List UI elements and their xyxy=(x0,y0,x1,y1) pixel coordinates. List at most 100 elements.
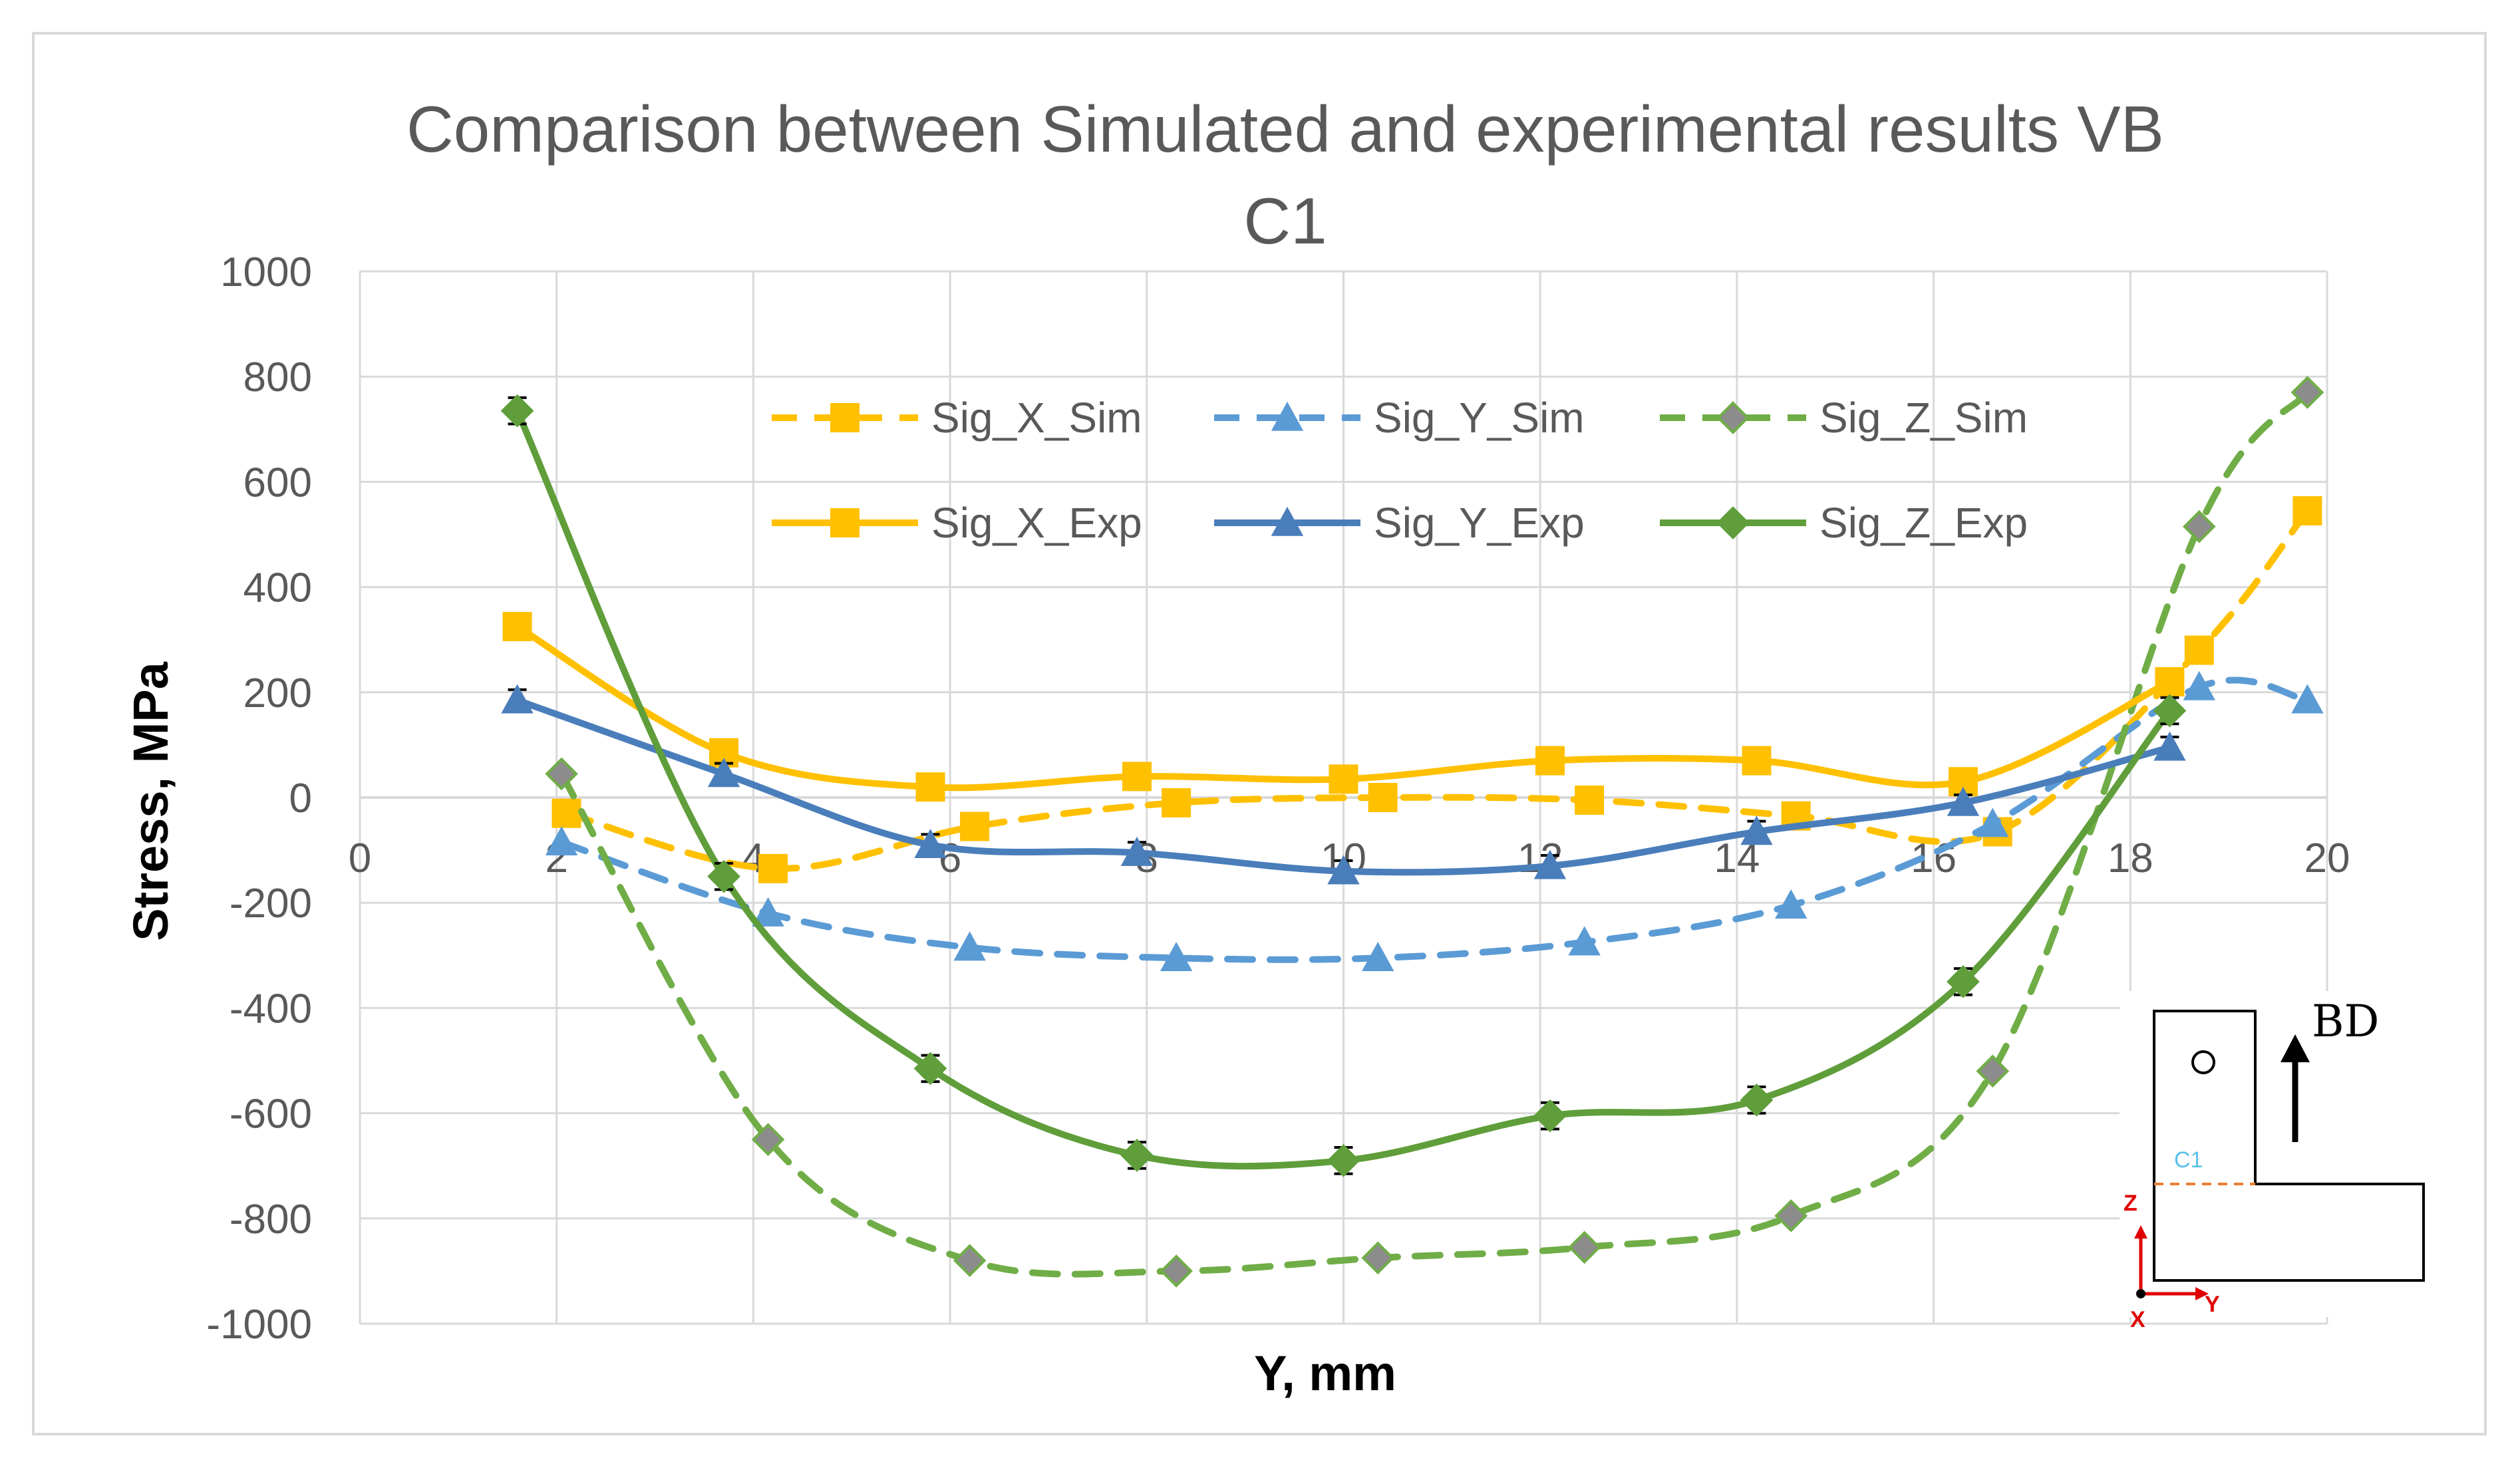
y-tick-label: -1000 xyxy=(206,1302,312,1348)
data-point xyxy=(913,1052,947,1086)
legend-marker-swatch xyxy=(1716,506,1750,539)
data-point xyxy=(2291,684,2324,714)
series-layer xyxy=(500,376,2324,1288)
axis-x-label: X xyxy=(2130,1307,2145,1332)
series-sig-z-exp xyxy=(500,394,2187,1177)
y-tick-label: 0 xyxy=(289,776,312,821)
data-point xyxy=(2290,376,2324,409)
data-point xyxy=(752,897,784,927)
data-point xyxy=(501,684,534,714)
data-point xyxy=(1742,746,1772,776)
y-tick-label: -600 xyxy=(230,1092,312,1137)
axis-z-label: Z xyxy=(2124,1191,2137,1216)
data-point xyxy=(2182,510,2216,543)
data-point xyxy=(1533,849,1567,879)
data-point xyxy=(500,394,534,428)
specimen-hole xyxy=(2191,1050,2215,1074)
y-tick-label: 200 xyxy=(243,670,312,716)
data-point xyxy=(545,757,578,791)
data-point xyxy=(1327,1143,1360,1177)
y-axis-label: Stress, MPa xyxy=(123,661,178,941)
data-point xyxy=(2153,694,2187,728)
y-arrow-icon xyxy=(2195,1287,2209,1300)
bd-label: BD xyxy=(2312,996,2379,1047)
series-sig-x-sim xyxy=(551,496,2322,883)
data-point xyxy=(914,828,947,858)
data-point xyxy=(1329,764,1358,794)
legend-marker-swatch xyxy=(830,508,860,537)
x-tick-label: 18 xyxy=(2108,835,2153,881)
data-point xyxy=(1327,855,1360,885)
data-point xyxy=(1120,836,1154,866)
bd-arrow-icon xyxy=(2281,1034,2310,1062)
y-tick-label: -200 xyxy=(230,881,312,927)
data-point xyxy=(707,859,740,893)
legend-item-sig-y-exp: Sig_Y_Exp xyxy=(1214,499,1585,547)
series-sig-x-exp xyxy=(502,611,2185,802)
data-point xyxy=(1740,1083,1774,1117)
y-tick-label: 1000 xyxy=(220,249,312,295)
data-point xyxy=(2183,670,2215,700)
data-point xyxy=(960,811,990,841)
data-point xyxy=(1774,1199,1808,1233)
axis-y-label: Y xyxy=(2205,1292,2220,1317)
data-point xyxy=(1567,1231,1601,1264)
y-tick-label: 400 xyxy=(243,565,312,611)
chart-title-line2: C1 xyxy=(1243,184,1327,257)
specimen-outline xyxy=(2153,1010,2425,1282)
data-point xyxy=(758,853,788,883)
data-point xyxy=(1362,942,1394,972)
legend-marker-swatch xyxy=(1716,401,1750,434)
x-tick-label: 6 xyxy=(939,835,961,881)
chart-title: Comparison between Simulated and experim… xyxy=(406,92,2164,166)
z-arrow-icon xyxy=(2134,1225,2147,1239)
data-point xyxy=(551,798,581,828)
data-point xyxy=(1533,1099,1567,1133)
legend-item-sig-x-sim: Sig_X_Sim xyxy=(772,394,1142,442)
legend-label: Sig_Y_Exp xyxy=(1374,499,1585,547)
data-point xyxy=(1947,786,1980,816)
y-tick-label: -400 xyxy=(230,986,312,1032)
legend-label: Sig_X_Sim xyxy=(931,394,1142,442)
legend-marker-swatch xyxy=(830,403,860,432)
legend: Sig_X_Sim Sig_Y_Sim Sig_Z_Sim Sig_X_Exp Sig_… xyxy=(772,394,2028,547)
data-point xyxy=(1535,746,1565,776)
legend-marker-swatch xyxy=(1271,401,1304,431)
data-point xyxy=(1160,942,1193,972)
inset-background xyxy=(2120,991,2439,1317)
x-tick-label: 20 xyxy=(2304,835,2350,881)
data-point xyxy=(707,758,740,788)
data-point xyxy=(1976,1054,2010,1088)
legend-label: Sig_Z_Sim xyxy=(1819,394,2028,442)
data-point xyxy=(1160,1254,1193,1288)
data-point xyxy=(953,1244,987,1277)
series-sig-y-exp xyxy=(501,684,2186,885)
section-label: C1 xyxy=(2174,1147,2203,1173)
data-point xyxy=(915,772,945,802)
data-point xyxy=(1368,783,1398,812)
data-point xyxy=(2184,635,2214,665)
legend-item-sig-x-exp: Sig_X_Exp xyxy=(772,499,1142,547)
series-line xyxy=(558,388,2311,1278)
data-point xyxy=(2155,666,2185,696)
data-point xyxy=(1575,785,1605,815)
data-point xyxy=(2153,731,2186,761)
y-tick-labels: 1000 800 600 400 200 0 -200 -400 -600 -800 -1000 xyxy=(206,249,312,1348)
data-point xyxy=(1775,889,1808,919)
data-point xyxy=(953,931,986,961)
data-point xyxy=(1120,1139,1154,1172)
data-point xyxy=(1976,808,2009,837)
data-point xyxy=(1568,926,1601,956)
specimen-inset: C1 BD Z Y X xyxy=(2120,991,2439,1332)
legend-label: Sig_Z_Exp xyxy=(1819,499,2028,547)
series-line xyxy=(558,676,2311,963)
data-point xyxy=(2292,496,2322,525)
legend-marker-swatch xyxy=(1271,506,1304,536)
origin-dot xyxy=(2136,1289,2145,1298)
y-tick-label: 600 xyxy=(243,460,312,506)
legend-item-sig-y-sim: Sig_Y_Sim xyxy=(1214,394,1585,442)
data-point xyxy=(1947,965,1980,998)
x-axis-label: Y, mm xyxy=(1254,1346,1396,1401)
data-point xyxy=(545,826,578,856)
